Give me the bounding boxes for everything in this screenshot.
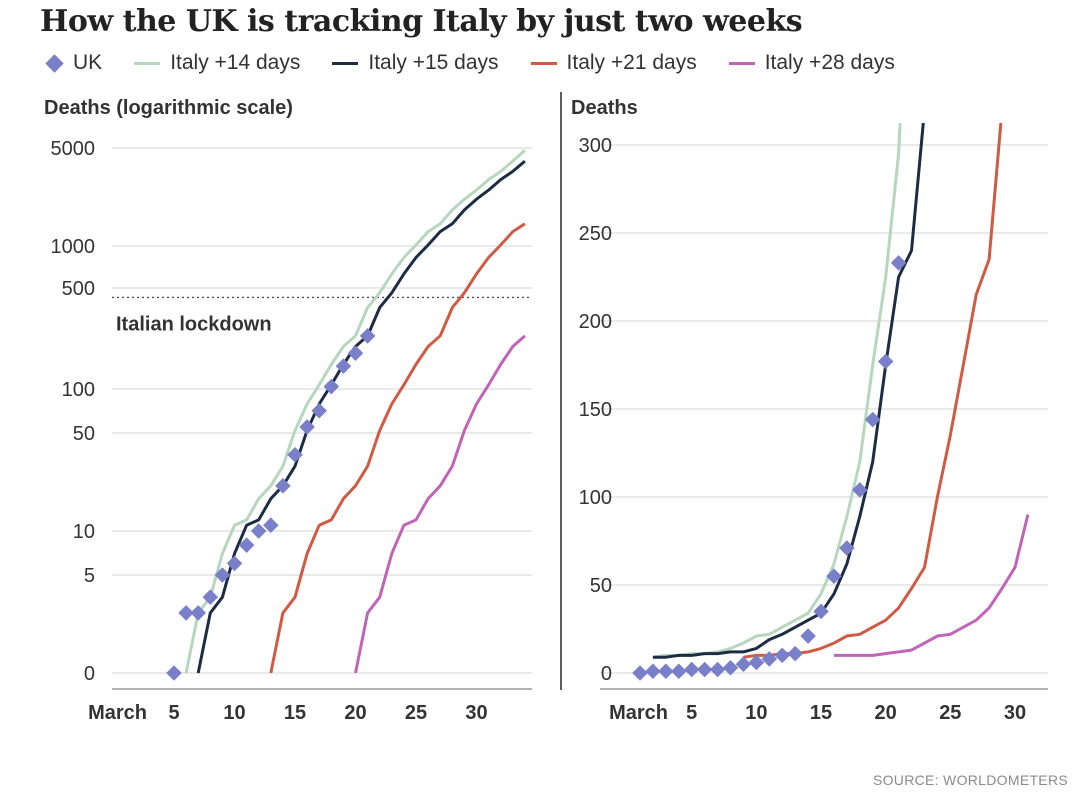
series-line bbox=[196, 159, 526, 674]
y-tick-label: 50 bbox=[590, 575, 612, 597]
series-italy-28-days bbox=[354, 334, 526, 674]
uk-point bbox=[774, 647, 791, 664]
series-uk bbox=[166, 328, 376, 681]
uk-point bbox=[813, 603, 829, 620]
legend-item-italy-15-days: Italy +15 days bbox=[332, 51, 499, 75]
x-tick-label: 15 bbox=[284, 702, 306, 724]
uk-point bbox=[800, 628, 816, 644]
y-tick-label: 1000 bbox=[51, 236, 96, 258]
uk-point bbox=[658, 663, 674, 680]
series-line bbox=[652, 123, 925, 659]
uk-point bbox=[347, 345, 364, 361]
legend-item-uk: UK bbox=[44, 51, 102, 75]
legend-label: Italy +21 days bbox=[566, 51, 697, 74]
right-x-axis-title: March bbox=[609, 702, 668, 724]
uk-point bbox=[877, 353, 894, 370]
y-tick-label: 500 bbox=[62, 278, 95, 300]
uk-point bbox=[748, 654, 765, 671]
legend-label: Italy +15 days bbox=[368, 51, 499, 74]
uk-point bbox=[250, 523, 267, 539]
y-tick-label: 0 bbox=[601, 663, 612, 685]
series-italy-15-days bbox=[652, 123, 925, 659]
series-italy-15-days bbox=[196, 159, 526, 674]
series-line bbox=[743, 123, 1003, 659]
legend-swatch bbox=[332, 61, 359, 65]
y-tick-label: 250 bbox=[579, 223, 612, 245]
uk-point bbox=[645, 663, 661, 680]
x-tick-label: 30 bbox=[465, 702, 487, 724]
x-tick-label: 5 bbox=[168, 702, 179, 724]
legend-label: UK bbox=[73, 51, 103, 74]
uk-point bbox=[683, 661, 700, 678]
uk-point bbox=[761, 651, 778, 667]
uk-point bbox=[826, 568, 842, 584]
series-italy-28-days bbox=[834, 514, 1030, 657]
legend-item-italy-28-days: Italy +28 days bbox=[728, 51, 895, 75]
uk-point bbox=[166, 665, 182, 681]
legend-swatch bbox=[134, 61, 161, 65]
uk-point bbox=[178, 605, 194, 621]
y-tick-label: 5000 bbox=[51, 138, 96, 160]
x-tick-label: 5 bbox=[686, 702, 697, 724]
uk-point bbox=[632, 665, 648, 681]
series-italy-14-days bbox=[184, 149, 526, 674]
left-x-axis-title: March bbox=[88, 702, 147, 724]
x-tick-label: 20 bbox=[875, 702, 897, 724]
uk-point bbox=[839, 540, 855, 556]
right-y-axis-title: Deaths bbox=[571, 97, 638, 119]
lockdown-annotation: Italian lockdown bbox=[116, 313, 272, 335]
legend-swatch bbox=[530, 61, 557, 65]
x-tick-label: 15 bbox=[810, 702, 832, 724]
y-tick-label: 300 bbox=[579, 135, 612, 157]
series-line bbox=[834, 514, 1030, 657]
series-italy-21-days bbox=[269, 222, 526, 674]
x-tick-label: 25 bbox=[405, 702, 427, 724]
y-tick-label: 10 bbox=[73, 521, 95, 543]
x-tick-label: 30 bbox=[1004, 702, 1026, 724]
linear-chart: Deaths 0 50 100 150 200 250 300 March 5 10 15 20 25 30 bbox=[571, 97, 1048, 724]
x-tick-label: 10 bbox=[745, 702, 767, 724]
uk-point bbox=[787, 645, 803, 662]
chart-title: How the UK is tracking Italy by just two… bbox=[40, 4, 803, 39]
uk-point bbox=[735, 656, 752, 672]
uk-point bbox=[214, 567, 231, 583]
series-italy-21-days bbox=[743, 123, 1003, 659]
series-italy-14-days bbox=[652, 123, 902, 659]
log-chart: Deaths (logarithmic scale) 0 5 10 50 100 500 10… bbox=[44, 97, 532, 724]
y-tick-label: 50 bbox=[73, 423, 95, 445]
uk-point bbox=[202, 589, 219, 605]
x-tick-label: 25 bbox=[939, 702, 961, 724]
legend-item-italy-14-days: Italy +14 days bbox=[134, 51, 300, 75]
legend-swatch bbox=[728, 61, 755, 65]
x-tick-label: 10 bbox=[223, 702, 245, 724]
series-line bbox=[652, 123, 902, 659]
y-tick-label: 150 bbox=[579, 399, 612, 421]
y-tick-label: 100 bbox=[579, 487, 612, 509]
uk-point bbox=[226, 555, 243, 572]
legend-label: Italy +14 days bbox=[170, 51, 301, 74]
series-line bbox=[184, 149, 526, 674]
series-line bbox=[269, 222, 526, 674]
y-tick-label: 5 bbox=[84, 565, 95, 587]
uk-point bbox=[709, 661, 726, 678]
y-tick-label: 200 bbox=[579, 311, 612, 333]
y-tick-label: 0 bbox=[84, 663, 95, 685]
source-note: SOURCE: WORLDOMETERS bbox=[872, 772, 1068, 788]
x-tick-label: 20 bbox=[344, 702, 366, 724]
series-uk bbox=[632, 255, 907, 681]
legend: UK Italy +14 days Italy +15 days Italy +21 … bbox=[44, 50, 927, 76]
uk-point bbox=[671, 663, 687, 680]
series-line bbox=[354, 334, 526, 674]
uk-point bbox=[190, 605, 206, 621]
legend-item-italy-21-days: Italy +21 days bbox=[530, 51, 697, 75]
uk-point bbox=[696, 661, 713, 678]
left-y-axis-title: Deaths (logarithmic scale) bbox=[44, 97, 293, 119]
y-tick-label: 100 bbox=[62, 379, 95, 401]
uk-point bbox=[238, 537, 255, 553]
uk-point bbox=[722, 659, 739, 676]
legend-label: Italy +28 days bbox=[764, 51, 895, 74]
